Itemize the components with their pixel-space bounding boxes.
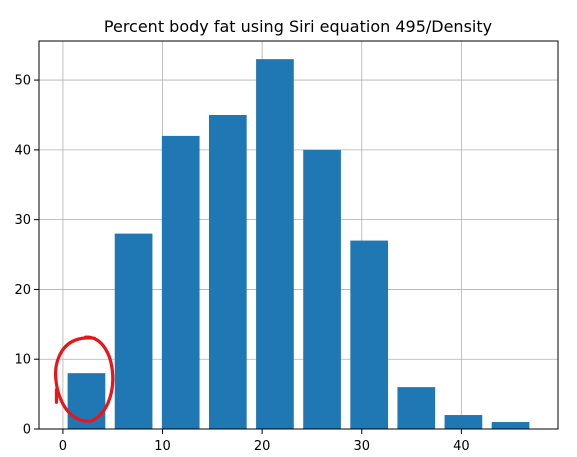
ticks: 0 10 20 30 40 0 10 20 30 40 50 [14,74,469,454]
bar-7 [397,387,436,429]
bar-2 [161,135,200,429]
plot-frame [38,40,559,430]
y-tick-label: 10 [14,353,31,368]
bar-8 [444,415,483,429]
chart-title: Percent body fat using Siri equation 495… [104,17,492,36]
x-tick-label: 0 [59,439,67,454]
bar-4 [256,59,294,429]
bar-1 [114,233,153,429]
bar-6 [350,240,389,429]
bars [67,59,530,429]
bar-9 [491,422,530,429]
y-tick-label: 40 [14,143,31,158]
bar-3 [208,114,247,429]
highlight-circle-0 [54,335,115,423]
annotations [54,335,115,423]
x-tick-label: 10 [154,439,171,454]
x-tick-label: 20 [254,439,271,454]
x-tick-label: 40 [453,439,470,454]
y-tick-label: 0 [23,423,31,438]
y-tick-label: 30 [14,213,31,228]
y-tick-label: 50 [14,74,31,89]
y-tick-label: 20 [14,283,31,298]
x-tick-label: 30 [353,439,370,454]
bar-5 [303,149,341,429]
